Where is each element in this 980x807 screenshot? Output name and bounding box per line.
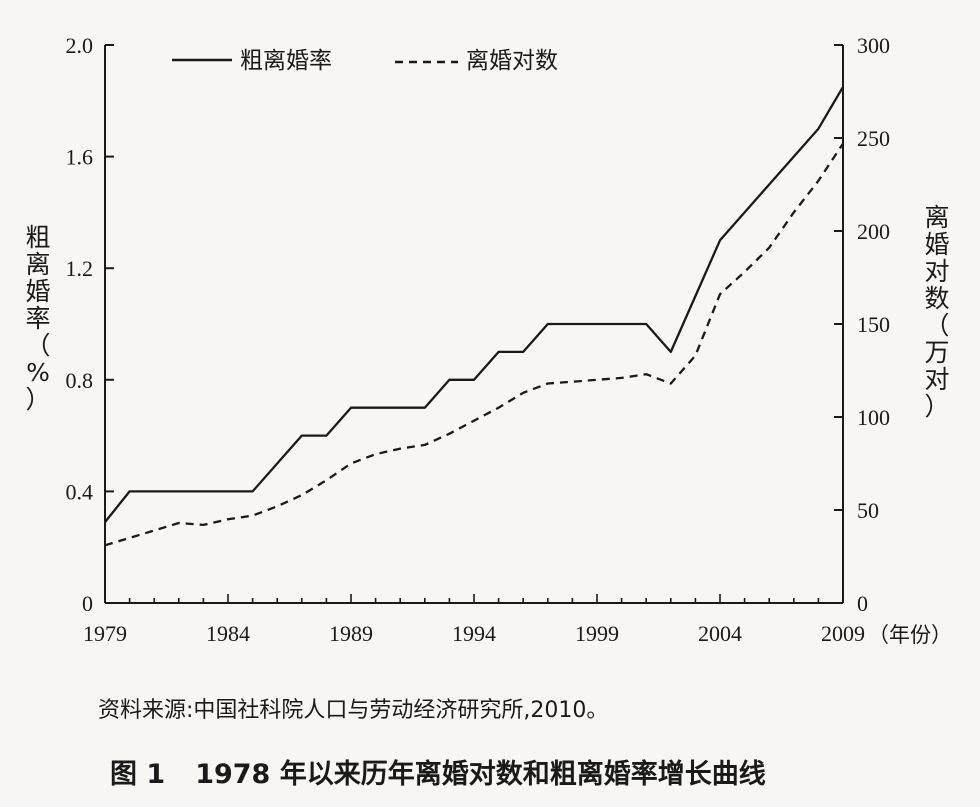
y-right-axis-title: 离婚对数（万对） — [924, 203, 949, 421]
y-left-tick-label: 2.0 — [66, 33, 94, 58]
y-left-title-char: % — [26, 358, 50, 387]
legend-label-rate: 粗离婚率 — [240, 48, 332, 74]
y-left-tick-label: 1.6 — [66, 145, 94, 170]
y-right-title-char: （ — [924, 311, 949, 340]
x-unit-label: （年份） — [868, 623, 952, 647]
x-tick-label: 1979 — [83, 621, 127, 646]
y-right-title-char: 对 — [924, 257, 949, 286]
series-line-crude-divorce-rate — [104, 86, 844, 523]
legend: 粗离婚率 离婚对数 — [172, 48, 558, 74]
y-left-tick-label: 1.2 — [66, 256, 94, 281]
x-tick-label: 1999 — [575, 621, 619, 646]
series-group — [104, 86, 844, 547]
y-right-tick-label: 100 — [857, 405, 890, 430]
y-left-title-char: 离 — [25, 250, 50, 279]
ticks-group: 0 0.4 0.8 1.2 1.6 2.0 0 50 100 150 200 250 300 1979 19… — [66, 33, 891, 646]
y-right-tick-label: 250 — [857, 126, 890, 151]
legend-label-count: 离婚对数 — [466, 48, 558, 74]
y-right-title-char: 数 — [924, 284, 949, 313]
x-tick-label: 2004 — [698, 621, 742, 646]
y-left-title-char: 粗 — [25, 223, 50, 252]
chart-area: 0 0.4 0.8 1.2 1.6 2.0 0 50 100 150 200 250 300 1979 19… — [25, 33, 952, 647]
y-left-tick-label: 0 — [82, 591, 93, 616]
x-tick-label: 1989 — [329, 621, 373, 646]
y-right-title-char: 万 — [924, 338, 949, 367]
y-left-tick-label: 0.4 — [66, 479, 94, 504]
y-left-title-char: ） — [25, 385, 50, 414]
y-right-tick-label: 200 — [857, 219, 890, 244]
source-note: 资料来源:中国社科院人口与劳动经济研究所,2010。 — [98, 698, 609, 723]
y-right-title-char: 对 — [924, 365, 949, 394]
y-right-tick-label: 300 — [857, 33, 890, 58]
y-left-title-char: （ — [25, 331, 50, 360]
chart-svg: 0 0.4 0.8 1.2 1.6 2.0 0 50 100 150 200 250 300 1979 19… — [25, 33, 952, 647]
y-right-tick-label: 50 — [857, 498, 879, 523]
x-tick-label: 1984 — [206, 621, 250, 646]
axes-group — [104, 45, 844, 604]
series-line-divorce-count — [104, 142, 844, 547]
y-left-title-char: 率 — [25, 304, 50, 333]
figure-title: 1978 年以来历年离婚对数和粗离婚率增长曲线 — [195, 759, 766, 790]
y-left-title-char: 婚 — [25, 277, 50, 306]
y-right-title-char: 离 — [924, 203, 949, 232]
x-tick-label: 1994 — [452, 621, 496, 646]
figure-number: 图 1 — [110, 759, 166, 790]
y-right-tick-label: 0 — [857, 591, 868, 616]
x-tick-label: 2009 — [821, 621, 865, 646]
y-left-axis-title: 粗离婚率（%） — [25, 223, 50, 414]
y-right-title-char: 婚 — [924, 230, 949, 259]
y-left-tick-label: 0.8 — [66, 368, 94, 393]
figure-caption: 图 1 1978 年以来历年离婚对数和粗离婚率增长曲线 — [110, 752, 766, 791]
y-right-title-char: ） — [924, 392, 949, 421]
y-right-tick-label: 150 — [857, 312, 890, 337]
